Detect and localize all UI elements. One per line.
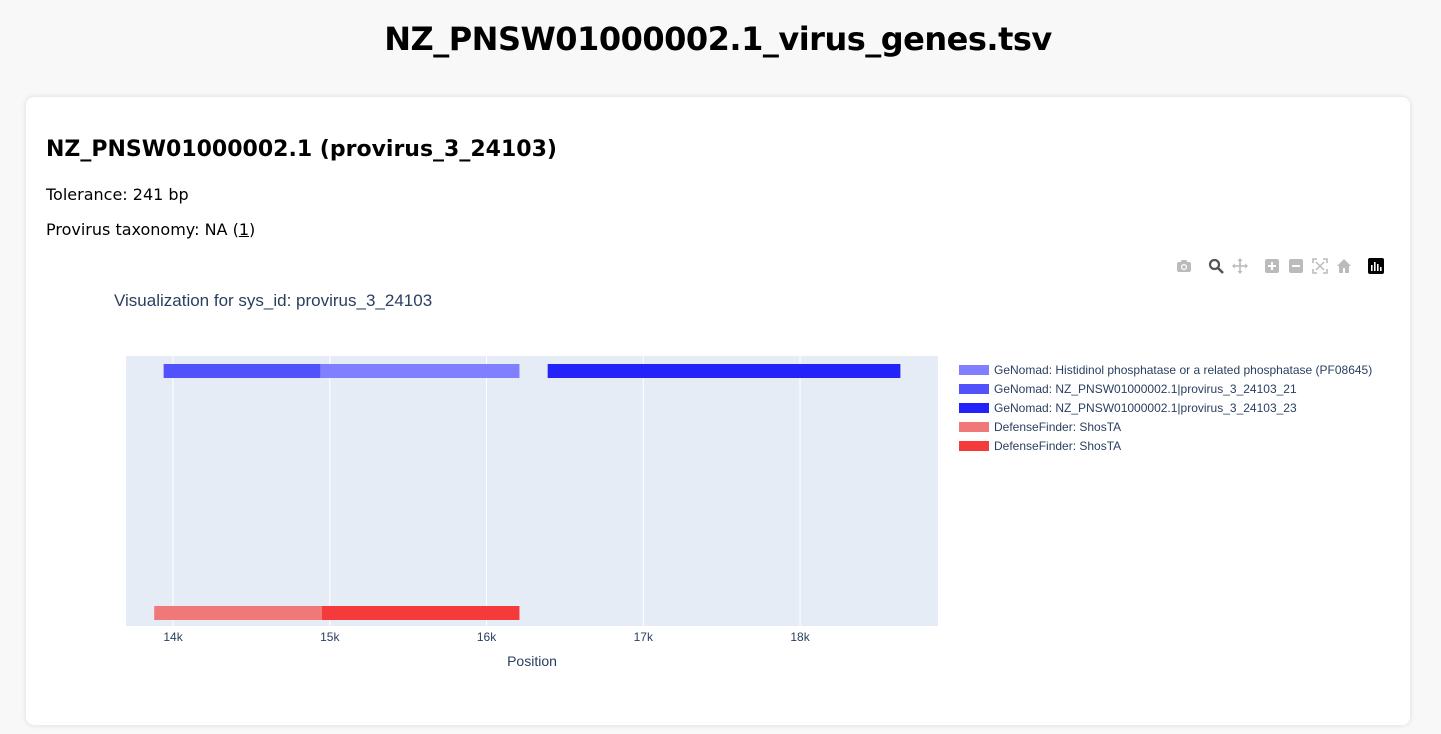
x-tick-label: 14k bbox=[163, 630, 183, 644]
gene-bar[interactable] bbox=[154, 606, 322, 620]
legend-label[interactable]: DefenseFinder: ShosTA bbox=[994, 420, 1121, 434]
legend-swatch[interactable] bbox=[959, 365, 989, 375]
plotly-logo-icon[interactable] bbox=[1367, 257, 1385, 275]
legend-swatch[interactable] bbox=[959, 441, 989, 451]
x-tick-label: 16k bbox=[477, 630, 497, 644]
taxonomy-text: Provirus taxonomy: NA (1) bbox=[46, 220, 255, 239]
chart-title: Visualization for sys_id: provirus_3_241… bbox=[114, 291, 432, 310]
gene-track-chart: Visualization for sys_id: provirus_3_241… bbox=[114, 291, 1372, 669]
taxonomy-prefix: Provirus taxonomy: NA ( bbox=[46, 220, 239, 239]
tolerance-text: Tolerance: 241 bp bbox=[46, 185, 189, 204]
legend-label[interactable]: GeNomad: NZ_PNSW01000002.1|provirus_3_24… bbox=[994, 382, 1297, 396]
gene-bar[interactable] bbox=[163, 364, 321, 378]
bars bbox=[154, 364, 901, 620]
legend: GeNomad: Histidinol phosphatase or a rel… bbox=[959, 363, 1372, 453]
x-axis-title: Position bbox=[507, 653, 557, 669]
taxonomy-link[interactable]: 1 bbox=[238, 220, 250, 239]
legend-swatch[interactable] bbox=[959, 422, 989, 432]
legend-label[interactable]: GeNomad: Histidinol phosphatase or a rel… bbox=[994, 363, 1372, 377]
taxonomy-suffix: ) bbox=[249, 220, 256, 239]
reset-axes-icon[interactable] bbox=[1335, 257, 1353, 275]
x-tick-label: 18k bbox=[790, 630, 810, 644]
gene-bar[interactable] bbox=[547, 364, 901, 378]
card-title: NZ_PNSW01000002.1 (provirus_3_24103) bbox=[46, 137, 557, 162]
plot-area bbox=[126, 356, 938, 626]
gene-bar[interactable] bbox=[321, 606, 520, 620]
legend-label[interactable]: DefenseFinder: ShosTA bbox=[994, 439, 1121, 453]
pan-icon[interactable] bbox=[1231, 257, 1249, 275]
zoom-icon[interactable] bbox=[1207, 257, 1225, 275]
legend-label[interactable]: GeNomad: NZ_PNSW01000002.1|provirus_3_24… bbox=[994, 401, 1297, 415]
x-axis-ticks: 14k 15k 16k 17k 18k bbox=[163, 630, 810, 644]
x-tick-label: 17k bbox=[634, 630, 654, 644]
gene-bar[interactable] bbox=[320, 364, 520, 378]
camera-icon[interactable] bbox=[1175, 257, 1193, 275]
provirus-card: NZ_PNSW01000002.1 (provirus_3_24103) Tol… bbox=[26, 97, 1410, 725]
x-tick-label: 15k bbox=[320, 630, 340, 644]
zoom-in-icon[interactable] bbox=[1263, 257, 1281, 275]
legend-swatch[interactable] bbox=[959, 384, 989, 394]
autoscale-icon[interactable] bbox=[1311, 257, 1329, 275]
page-title: NZ_PNSW01000002.1_virus_genes.tsv bbox=[384, 20, 1052, 58]
grid-lines bbox=[172, 356, 801, 626]
legend-swatch[interactable] bbox=[959, 403, 989, 413]
zoom-out-icon[interactable] bbox=[1287, 257, 1305, 275]
